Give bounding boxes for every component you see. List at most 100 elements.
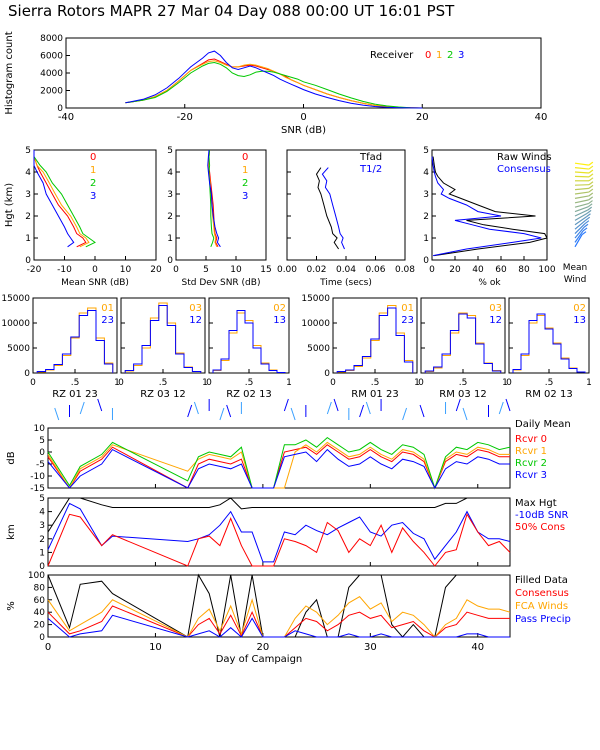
daily_mean_snr-ytick-label: 0 xyxy=(39,448,45,458)
cons-hist-legend-a-2: 02 xyxy=(273,303,286,314)
cons-hist-legend-b-0: 23 xyxy=(101,315,114,326)
hist-xlabel: SNR (dB) xyxy=(281,125,326,136)
daily_mean_snr-ylabel: dB xyxy=(6,451,17,464)
daily_heights-ytick-label: 1 xyxy=(39,548,45,558)
daily-mean-legend-title: Daily Mean xyxy=(515,419,571,430)
wind-barb-feather xyxy=(586,209,592,214)
daily-pct-legend-0: Filled Data xyxy=(515,575,568,586)
cons-hist-label-0: RZ 01 23 xyxy=(52,389,98,400)
cons-hist-xtick-1-label: 1 xyxy=(202,378,208,388)
cons-hist-xtick-3-label: 1 xyxy=(414,378,420,388)
daily_mean_snr-ytick-label: 5 xyxy=(39,436,45,446)
daily_percentages-ytick-label: 80 xyxy=(34,583,46,593)
hist-legend-3: 3 xyxy=(458,50,464,61)
wind-barb-feather xyxy=(587,203,593,208)
daily_mean_snr-ytick-label: -15 xyxy=(30,484,45,494)
cons-hist-series-4-1 xyxy=(424,313,502,373)
hist-frame xyxy=(65,37,542,109)
cons-hist-xtick-5-label: 0 xyxy=(506,378,512,388)
pct_ok_profile-xtick-label: 20 xyxy=(449,265,461,275)
wind-barb-feather xyxy=(588,181,594,186)
daily_percentages-ytick-label: 20 xyxy=(34,621,46,631)
hist-xtick-label: -40 xyxy=(58,112,74,123)
mean_snr_profile-xtick-label: -20 xyxy=(27,265,42,275)
cons-hist-xtick-0-label: 0 xyxy=(30,378,36,388)
wind-barb xyxy=(574,223,586,235)
wind-barb-feather xyxy=(588,188,594,193)
pct_ok_profile-series-0 xyxy=(432,156,548,257)
daily-wind-barb xyxy=(79,401,85,415)
hist-ytick-label: 8000 xyxy=(40,34,63,44)
cons-hist-legend-b-2: 13 xyxy=(273,315,286,326)
daily-wind-barb xyxy=(97,398,103,412)
wind-barb-feather xyxy=(585,216,591,221)
time_profile-xtick-label: 0.00 xyxy=(277,265,297,275)
mean_snr_profile-series-3 xyxy=(33,150,75,248)
pct_ok_profile-xtick-label: 80 xyxy=(518,265,530,275)
pctok-legend-cons: Consensus xyxy=(497,164,551,175)
daily_mean_snr-ytick-label: -5 xyxy=(36,460,45,470)
daily-wind-barb xyxy=(187,404,193,418)
wind-barb xyxy=(574,199,589,204)
cons-hist-legend-b-4: 12 xyxy=(489,315,502,326)
cons-hist-legend-b-3: 23 xyxy=(401,315,414,326)
cons-hist-ytick-0-label: 5000 xyxy=(7,344,30,354)
daily_percentages-series-2 xyxy=(47,596,511,638)
daily_percentages-frame xyxy=(47,574,511,638)
wind-barb-feather xyxy=(586,213,591,218)
hist-ytick-label: 6000 xyxy=(40,52,63,62)
daily-wind-barb xyxy=(226,404,232,418)
std_snr_profile-xtick-label: 0 xyxy=(173,265,179,275)
daily-wind-barb xyxy=(290,407,296,421)
daily_mean_snr-series-3 xyxy=(47,448,510,490)
std_snr_profile-ytick-label: 3 xyxy=(167,190,173,200)
cons-hist-series-1-1 xyxy=(124,305,202,373)
hist-legend-2: 2 xyxy=(447,50,453,61)
pct_ok_profile-xtick-label: 0 xyxy=(429,265,435,275)
pct_ok_profile-xlabel: % ok xyxy=(478,278,501,288)
wind-barb-feather xyxy=(588,192,594,197)
daily-wind-barb xyxy=(283,398,289,412)
cons-hist-legend-b-5: 13 xyxy=(573,315,586,326)
wind-barb-feather xyxy=(583,223,589,228)
daily-pct-xtick-label: 40 xyxy=(471,642,484,653)
cons-hist-series-0-1 xyxy=(36,310,114,373)
wind-barb-feather xyxy=(588,169,594,174)
mean-snr-legend-0: 0 xyxy=(90,152,96,163)
daily-wind-barb xyxy=(419,404,425,418)
std_snr_profile-xlabel: Std Dev SNR (dB) xyxy=(182,278,261,288)
std_snr_profile-xtick-label: 5 xyxy=(203,265,209,275)
pct_ok_profile-xtick-label: 40 xyxy=(472,265,484,275)
daily-wind-barb xyxy=(365,401,371,415)
daily-mean-legend-1: Rcvr 1 xyxy=(515,446,547,457)
daily-wind-barb xyxy=(326,401,332,415)
mean-snr-legend-1: 1 xyxy=(90,165,96,176)
hist-legend-1: 1 xyxy=(436,50,442,61)
cons-hist-xtick-2-label: .5 xyxy=(245,378,254,388)
daily-wind-barb xyxy=(219,407,225,421)
std_snr_profile-xtick-label: 10 xyxy=(230,265,242,275)
wind-barbs-label-1: Mean xyxy=(563,263,588,273)
wind-barb-feather xyxy=(588,173,594,178)
time-legend-tfad: Tfad xyxy=(359,152,382,163)
daily-pct-xtick-label: 0 xyxy=(45,642,51,653)
cons-hist-ytick-0-label: 0 xyxy=(24,369,30,379)
hist-xtick-label: -20 xyxy=(177,112,193,123)
std_snr_profile-ytick-label: 1 xyxy=(167,234,173,244)
cons-hist-series-5-1 xyxy=(512,313,586,373)
wind-barb xyxy=(574,202,589,208)
daily_mean_snr-series-2 xyxy=(47,436,511,490)
page-title: Sierra Rotors MAPR 27 Mar 04 Day 088 00:… xyxy=(8,2,455,20)
daily-pct-legend-3: Pass Precip xyxy=(515,614,571,625)
mean_snr_profile-ytick-label: 1 xyxy=(25,234,31,244)
cons-hist-ytick-0-label: 15000 xyxy=(1,294,30,304)
daily_heights-ytick-label: 0 xyxy=(39,562,45,572)
cons-hist-legend-a-5: 02 xyxy=(573,303,586,314)
daily-pct-xlabel: Day of Campaign xyxy=(216,654,303,665)
mean_snr_profile-series-1 xyxy=(33,150,90,248)
daily_heights-series-1 xyxy=(47,502,511,563)
cons-hist-label-1: RZ 03 12 xyxy=(140,389,186,400)
daily_heights-ytick-label: 4 xyxy=(39,508,45,518)
wind-barb xyxy=(574,187,589,191)
